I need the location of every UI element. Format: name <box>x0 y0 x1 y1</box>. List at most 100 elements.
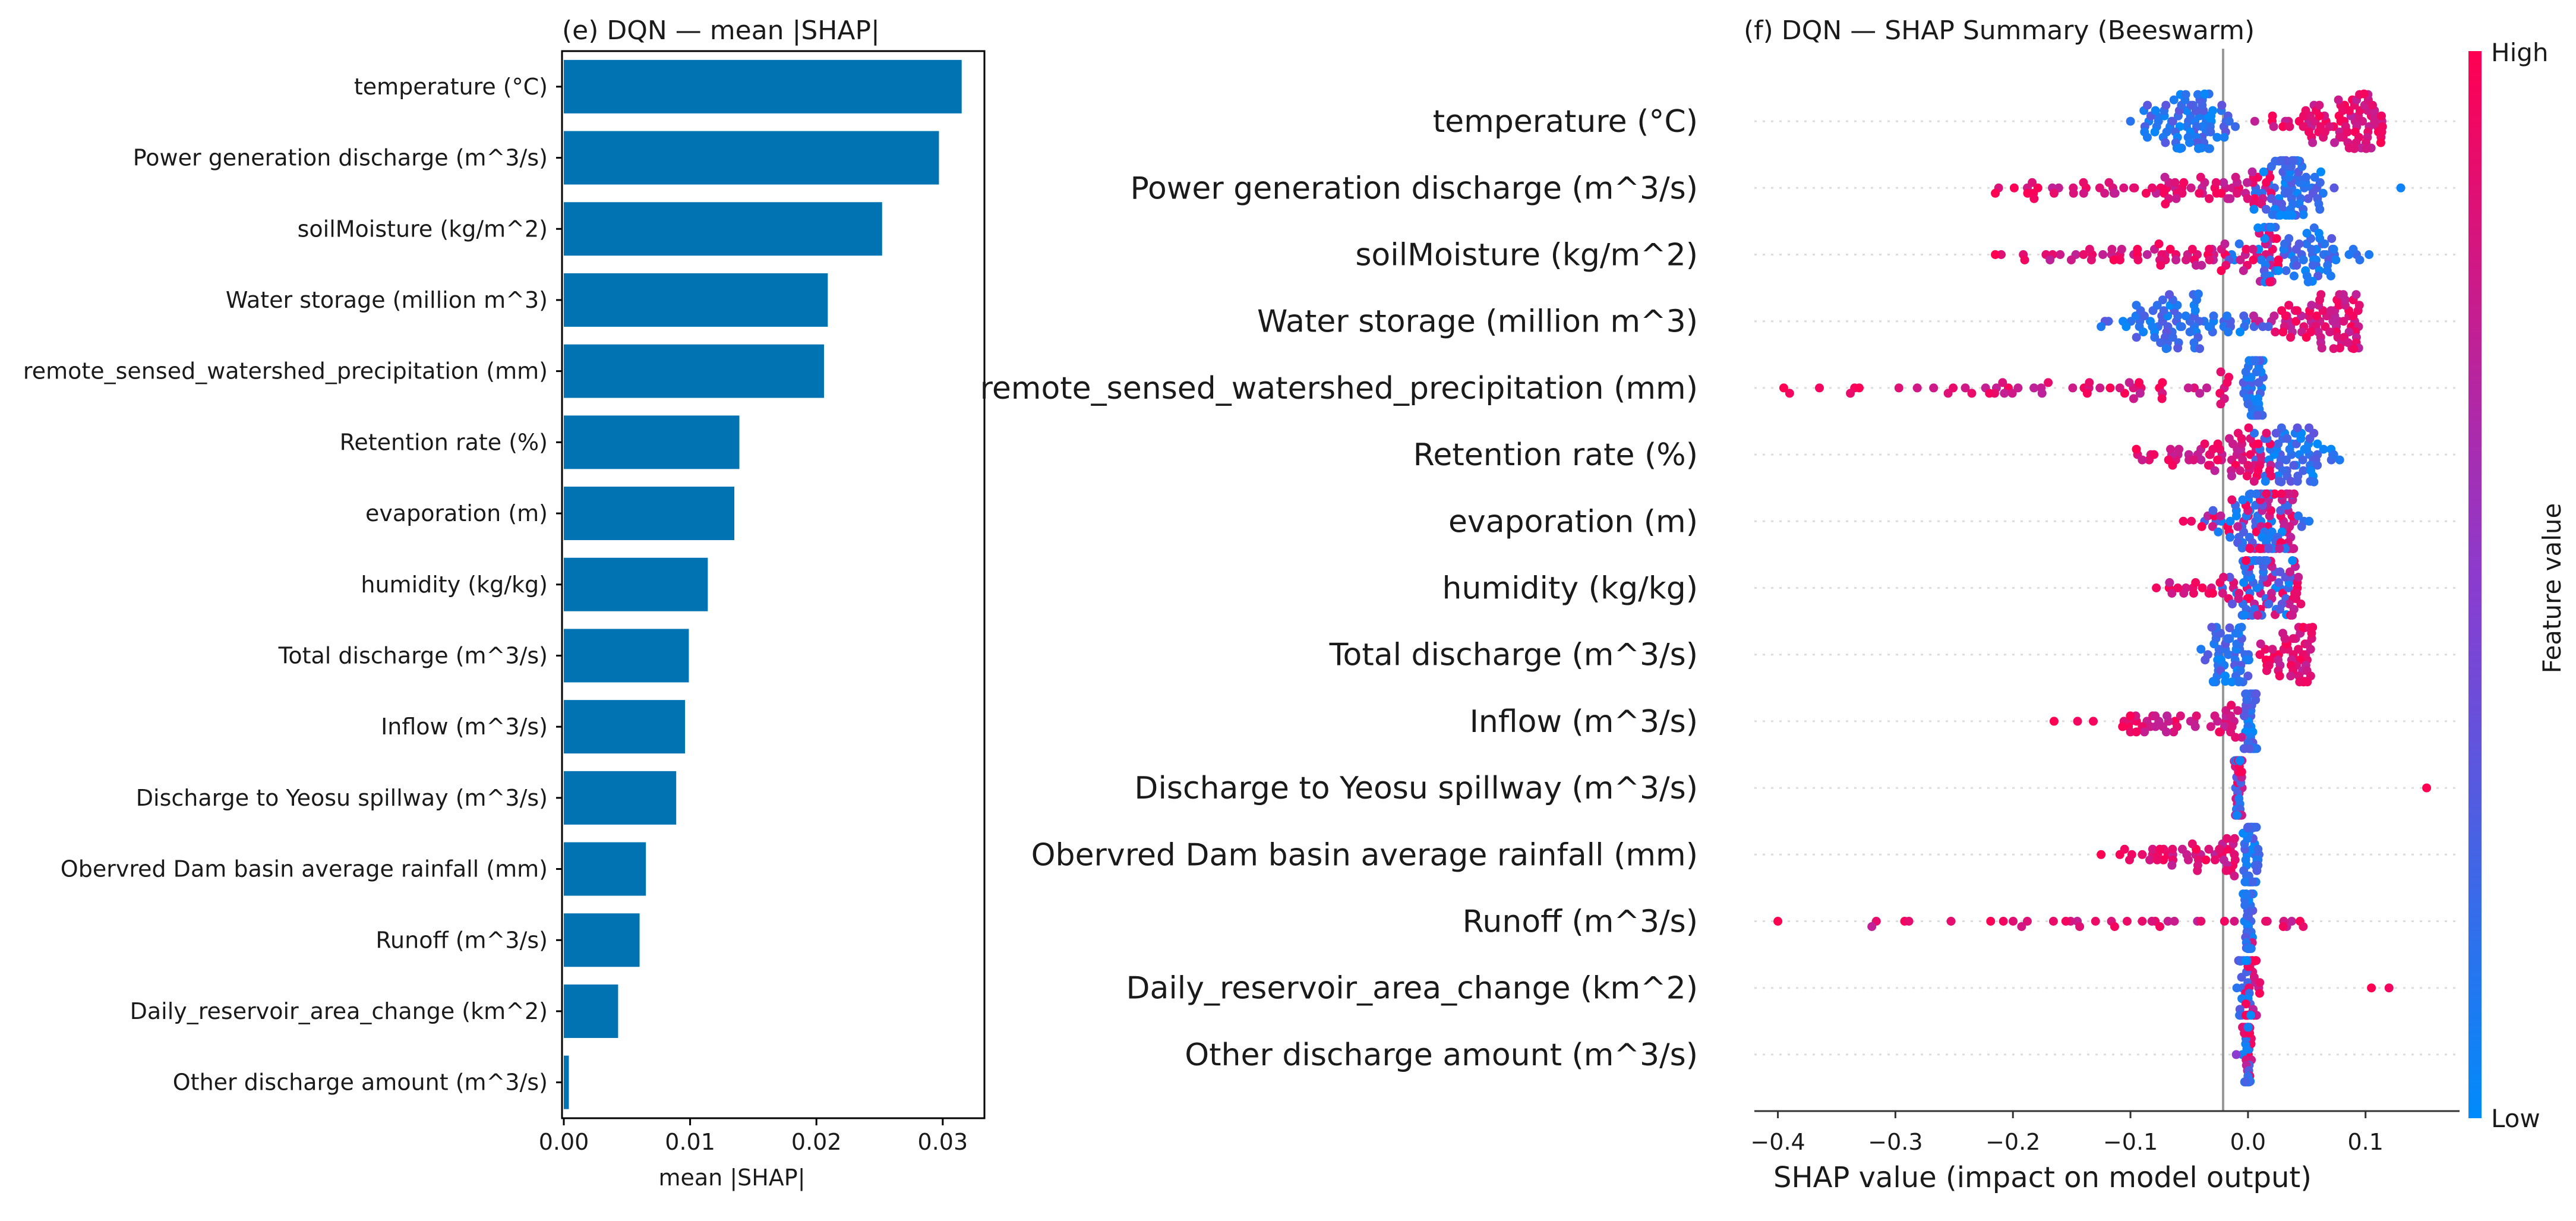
shap-point <box>1867 922 1877 931</box>
shap-point <box>2212 188 2221 198</box>
shap-point <box>2110 188 2120 198</box>
shap-point <box>2320 239 2329 248</box>
shap-point <box>2248 877 2258 886</box>
feature-label-f: Other discharge amount (m^3/s) <box>1185 1037 1698 1073</box>
shap-point <box>2122 917 2132 926</box>
shap-point <box>2284 234 2294 243</box>
shap-point <box>2277 477 2286 487</box>
shap-point <box>2104 178 2114 187</box>
shap-point <box>2230 871 2239 881</box>
shap-point <box>2022 917 2032 926</box>
shap-point <box>2044 378 2053 387</box>
shap-point <box>2208 522 2217 531</box>
y-tick-label-e: Retention rate (%) <box>340 429 548 455</box>
shap-point <box>2276 156 2285 165</box>
shap-point <box>2316 167 2326 176</box>
shap-point <box>2156 338 2165 348</box>
shap-point <box>2278 327 2288 337</box>
x-tick-label-f: −0.1 <box>2103 1129 2158 1155</box>
feature-label-f: temperature (°C) <box>1433 104 1698 140</box>
shap-point <box>2242 889 2251 898</box>
bar <box>564 59 962 113</box>
shap-point <box>2224 434 2234 443</box>
shap-point <box>2293 306 2302 315</box>
shap-point <box>2173 343 2183 353</box>
shap-point <box>2000 389 2009 398</box>
y-tick-label-e: soilMoisture (kg/m^2) <box>298 216 548 242</box>
shap-point <box>2239 311 2249 321</box>
shap-point <box>2278 122 2288 131</box>
shap-point <box>2329 450 2338 459</box>
bar <box>564 1055 569 1109</box>
shap-point <box>2277 423 2286 433</box>
shap-point <box>2205 245 2214 254</box>
mean-shap-bar-chart: (e) DQN — mean |SHAP| temperature (°C) Po… <box>23 15 986 1191</box>
feature-label-f: Discharge to Yeosu spillway (m^3/s) <box>1134 771 1698 806</box>
shap-point <box>1785 389 1794 398</box>
shap-point <box>2189 455 2198 465</box>
shap-point <box>2100 188 2110 198</box>
shap-point <box>2377 127 2386 137</box>
shap-point <box>2196 455 2206 465</box>
shap-point <box>2278 629 2287 638</box>
shap-point <box>2124 378 2134 387</box>
shap-point <box>2354 301 2364 310</box>
shap-point <box>2105 383 2115 393</box>
shap-point <box>2237 543 2247 553</box>
shap-point <box>2299 210 2308 219</box>
shap-point <box>2228 600 2237 608</box>
shap-point <box>2224 373 2234 382</box>
shap-point <box>2148 322 2157 332</box>
shap-point <box>2179 516 2188 526</box>
shap-point <box>2193 144 2203 153</box>
shap-point <box>2240 877 2250 886</box>
shap-point <box>2230 917 2239 926</box>
shap-point <box>2185 327 2195 337</box>
shap-point <box>2141 188 2151 198</box>
y-tick-label-e: Obervred Dam basin average rainfall (mm) <box>61 856 548 882</box>
shap-point <box>2169 95 2179 105</box>
shap-point <box>2196 917 2206 926</box>
shap-point <box>2202 383 2211 393</box>
shap-point <box>2330 138 2340 147</box>
shap-point <box>2167 589 2177 598</box>
shap-point <box>2293 423 2302 433</box>
x-tick-label-e: 0.00 <box>539 1129 589 1155</box>
bar <box>564 629 689 683</box>
shap-point <box>2272 234 2281 243</box>
shap-point <box>2211 178 2221 187</box>
shap-point <box>2327 234 2337 243</box>
shap-point <box>2135 389 2145 398</box>
shap-point <box>2246 1011 2256 1020</box>
shap-point <box>2168 844 2177 854</box>
shap-point <box>2171 255 2181 264</box>
shap-point <box>2079 188 2088 198</box>
shap-point <box>2119 317 2128 326</box>
y-tick-label-e: remote_sensed_watershed_precipitation (m… <box>23 358 548 384</box>
shap-point <box>2133 255 2143 264</box>
shap-point <box>2158 295 2167 305</box>
shap-point <box>2205 144 2214 153</box>
shap-point <box>2132 333 2141 342</box>
shap-point <box>2169 727 2179 737</box>
shap-point <box>2152 301 2162 310</box>
shap-point <box>2209 311 2218 321</box>
shap-point <box>2236 327 2245 337</box>
shap-point <box>2215 844 2224 854</box>
shap-point <box>2237 733 2246 742</box>
shap-point <box>2227 495 2237 504</box>
shap-point <box>2129 394 2138 403</box>
shap-point <box>2251 956 2261 966</box>
shap-point <box>2299 111 2309 121</box>
shap-point <box>2304 516 2314 526</box>
bar <box>564 557 708 611</box>
shap-point <box>2098 250 2108 259</box>
feature-label-f: Inflow (m^3/s) <box>1470 704 1698 740</box>
shap-point <box>2243 822 2253 832</box>
shap-point <box>2149 450 2159 459</box>
shap-point <box>2312 311 2321 321</box>
shap-point <box>2318 188 2328 198</box>
shap-point <box>2223 634 2232 643</box>
shap-point <box>2315 100 2324 110</box>
shap-point <box>2396 183 2405 193</box>
